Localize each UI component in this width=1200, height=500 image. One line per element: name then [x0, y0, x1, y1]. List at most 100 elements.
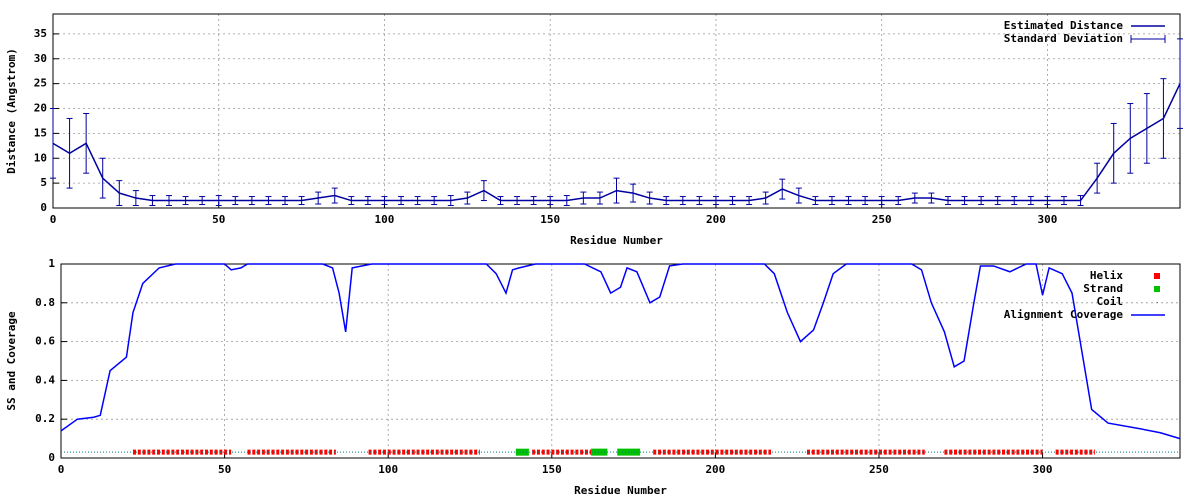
error-bar	[364, 196, 371, 206]
x-tick-label: 100	[378, 463, 398, 476]
error-bar	[1044, 196, 1051, 206]
error-bar	[1094, 162, 1101, 194]
error-bar	[1077, 195, 1084, 207]
error-bar	[563, 195, 570, 207]
error-bar	[83, 112, 90, 174]
data-line	[60, 263, 1181, 440]
error-bar	[828, 196, 835, 206]
error-bar	[795, 187, 802, 204]
error-bar	[215, 195, 222, 207]
error-bar	[596, 191, 603, 205]
x-axis-label: Residue Number	[574, 484, 667, 497]
x-tick-label: 200	[706, 213, 726, 226]
error-bar	[547, 196, 554, 206]
error-bar	[613, 177, 620, 204]
error-bar	[746, 196, 753, 206]
x-tick-label: 250	[869, 463, 889, 476]
y-axis-label: Distance (Angstrom)	[5, 48, 18, 174]
x-tick-label: 200	[705, 463, 725, 476]
error-bar	[132, 190, 139, 207]
error-bar	[298, 196, 305, 206]
y-tick-label: 0.6	[35, 335, 55, 348]
error-bar	[630, 183, 637, 203]
legend-label: Standard Deviation	[1004, 32, 1123, 45]
y-tick-label: 35	[34, 27, 47, 40]
error-bar	[199, 196, 206, 206]
y-tick-label: 0	[40, 201, 47, 214]
error-bar	[845, 196, 852, 206]
x-tick-label: 300	[1037, 213, 1057, 226]
y-tick-label: 20	[34, 102, 47, 115]
error-bar	[50, 108, 56, 179]
error-bar	[878, 196, 885, 206]
y-tick-label: 0.2	[35, 412, 55, 425]
error-bar	[398, 196, 405, 206]
error-bar	[1060, 196, 1067, 206]
error-bar	[895, 196, 902, 206]
y-tick-label: 25	[34, 77, 47, 90]
error-bar	[696, 196, 703, 206]
legend-label: Estimated Distance	[1004, 19, 1124, 32]
y-tick-label: 15	[34, 126, 47, 139]
error-bar	[712, 196, 719, 206]
error-bar	[497, 196, 504, 206]
error-bar	[762, 191, 769, 205]
error-bar	[514, 196, 521, 206]
error-bar	[348, 196, 355, 206]
error-bar	[232, 196, 239, 206]
error-bar	[1110, 122, 1117, 184]
error-bar	[679, 196, 686, 206]
legend-swatch	[1154, 273, 1160, 279]
error-bar	[282, 196, 289, 206]
error-bar	[978, 196, 985, 206]
x-tick-label: 0	[50, 213, 57, 226]
error-bar	[994, 196, 1001, 206]
x-tick-label: 150	[542, 463, 562, 476]
y-tick-label: 0.4	[35, 373, 55, 386]
plot-frame	[60, 263, 1181, 459]
y-axis-label: SS and Coverage	[5, 311, 18, 411]
error-bar	[530, 196, 537, 206]
legend-label: Strand	[1083, 282, 1123, 295]
error-bar	[414, 196, 421, 206]
error-bar	[1143, 93, 1150, 164]
error-bar	[1160, 78, 1167, 159]
error-bar	[812, 196, 819, 206]
error-bar	[729, 196, 736, 206]
x-tick-label: 100	[375, 213, 395, 226]
error-bar	[779, 178, 786, 200]
x-axis-label: Residue Number	[570, 234, 663, 247]
error-bar	[862, 196, 869, 206]
x-tick-label: 300	[1033, 463, 1053, 476]
y-tick-label: 10	[34, 151, 47, 164]
error-bar	[663, 196, 670, 206]
error-bar	[944, 196, 951, 206]
error-bar	[66, 117, 73, 189]
y-tick-label: 0.8	[35, 296, 55, 309]
error-bar	[331, 187, 338, 204]
x-tick-label: 50	[212, 213, 225, 226]
error-bar	[182, 196, 189, 206]
legend-swatch	[1154, 286, 1160, 292]
legend-label: Helix	[1090, 269, 1123, 282]
error-bar	[1011, 196, 1018, 206]
x-tick-label: 150	[540, 213, 560, 226]
legend-label: Alignment Coverage	[1004, 308, 1124, 321]
x-tick-label: 250	[872, 213, 892, 226]
error-bar	[166, 195, 173, 207]
error-bar	[646, 191, 653, 205]
error-bar	[447, 195, 454, 207]
y-tick-label: 1	[48, 257, 55, 270]
error-bar	[149, 195, 156, 207]
error-bar	[480, 180, 487, 202]
error-bar	[580, 191, 587, 205]
y-tick-label: 0	[48, 451, 55, 464]
y-tick-label: 30	[34, 52, 47, 65]
error-bar	[381, 196, 388, 206]
error-bar	[961, 196, 968, 206]
error-bar	[1127, 103, 1134, 174]
error-bar	[116, 180, 123, 207]
error-bar	[431, 196, 438, 206]
legend-swatch	[1157, 302, 1158, 303]
